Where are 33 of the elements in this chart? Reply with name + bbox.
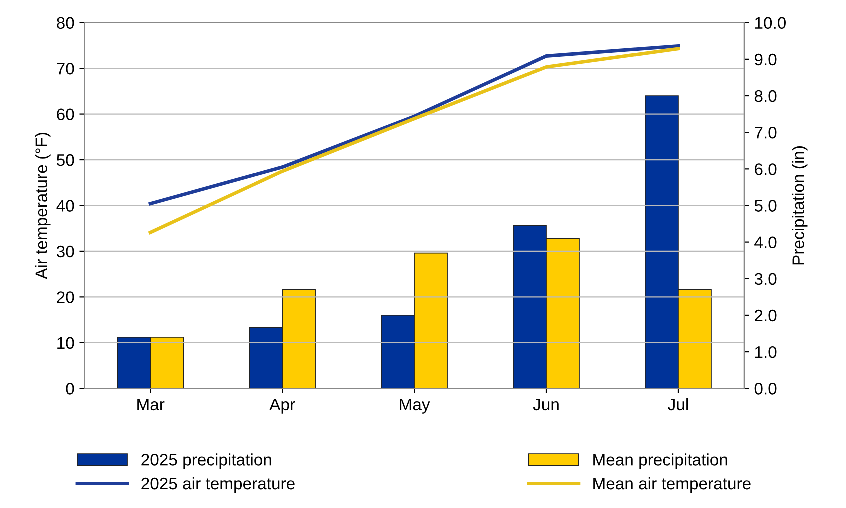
y2-tick-label: 3.0 (754, 273, 777, 286)
y2-tick-label: 1.0 (755, 346, 777, 358)
x-tick-label: Jul (668, 398, 688, 411)
y-axis-title: Air temperature (°F) (35, 133, 51, 280)
y2-tick-label: 8.0 (754, 90, 777, 102)
x-tick-label: May (400, 398, 430, 414)
y2-tick-label: 6.0 (755, 164, 777, 176)
x-tick-label: Mar (138, 398, 165, 411)
y-tick-label: 60 (57, 108, 74, 121)
line-series (148, 47, 680, 234)
x-tick-label: Apr (270, 398, 296, 414)
y2-tick-label: 10.0 (755, 17, 786, 30)
legend-label: Mean air temperature (594, 477, 751, 493)
legend-label: 2025 air temperature (142, 477, 295, 493)
y2-tick-label: 9.0 (754, 54, 777, 66)
y-tick-label: 70 (57, 62, 74, 75)
y-tick-label: 10 (58, 337, 74, 350)
y-tick-label: 0 (66, 383, 74, 395)
legend-label: 2025 precipitation (142, 454, 272, 470)
y2-axis-title: Precipitation (in) (792, 146, 808, 265)
y-tick-label: 30 (56, 246, 74, 258)
line-series (148, 44, 680, 206)
y2-tick-label: 5.0 (754, 200, 777, 212)
legend-label: Mean precipitation (594, 454, 728, 470)
y2-tick-label: 4.0 (754, 236, 777, 249)
y-tick-label: 40 (56, 200, 74, 212)
y2-tick-label: 2.0 (755, 310, 777, 322)
y-tick-label: 80 (57, 17, 74, 30)
y-tick-label: 50 (57, 154, 74, 166)
x-tick-label: Jun (533, 398, 559, 411)
y2-tick-label: 0.0 (754, 383, 777, 395)
y2-tick-label: 7.0 (755, 126, 777, 139)
y-tick-label: 20 (57, 292, 74, 304)
